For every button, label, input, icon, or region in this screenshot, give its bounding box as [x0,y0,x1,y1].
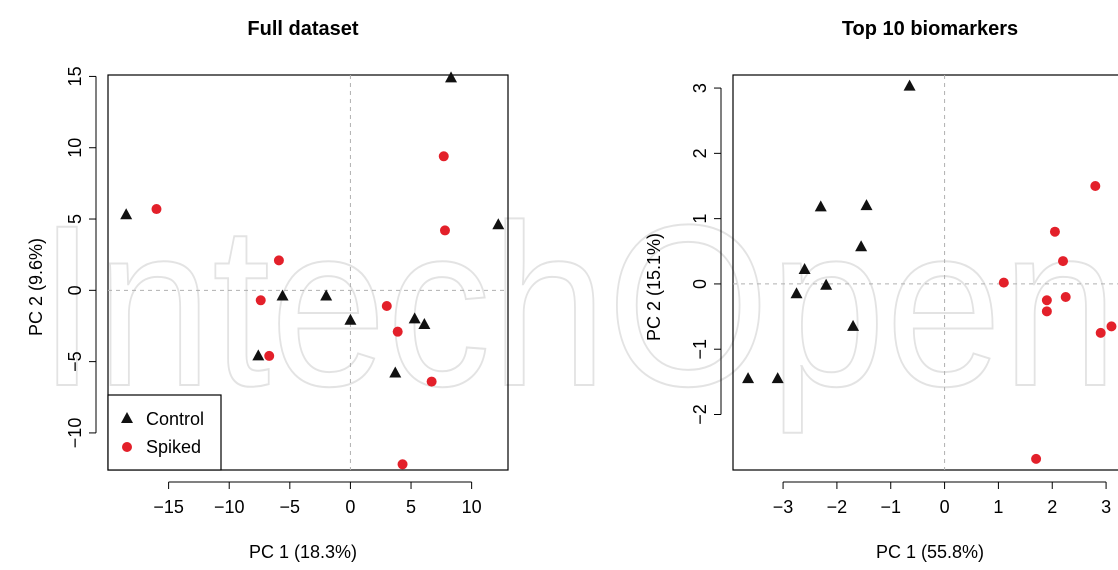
y-tick-label: −2 [690,404,710,425]
x-tick-label: −15 [153,497,184,517]
control-point [903,79,916,91]
spiked-point [426,376,437,387]
control-point [344,313,357,325]
spiked-point [998,277,1009,288]
x-axis-label-top-10-biomarkers: PC 1 (55.8%) [876,542,984,562]
y-tick-label: 15 [65,66,85,86]
spiked-point [1031,453,1042,464]
control-point [771,372,784,384]
legend-circle-icon [122,442,132,452]
x-tick-label: 3 [1101,497,1111,517]
y-tick-label: 1 [690,214,710,224]
y-tick-label: −1 [690,339,710,360]
control-point [790,287,803,299]
spiked-point [397,459,408,470]
plot-frame-full-dataset [107,74,509,471]
x-tick-label: 2 [1047,497,1057,517]
chart-title-full-dataset: Full dataset [247,18,358,40]
chart-title-top-10-biomarkers: Top 10 biomarkers [842,18,1018,40]
spiked-point [1041,295,1052,306]
spiked-point [1090,180,1101,191]
x-tick-label: −3 [773,497,794,517]
panel-top-10-biomarkers: Top 10 biomarkers PC 1 (55.8%) PC 2 (15.… [644,18,1118,562]
control-point [847,319,860,331]
control-point [820,278,833,290]
x-tick-label: −1 [880,497,901,517]
plot-frame-top-10-biomarkers [732,74,1118,471]
control-point [320,289,333,301]
spiked-point [1060,291,1071,302]
legend-label-control: Control [146,409,204,429]
control-point [120,208,133,220]
spiked-point [438,151,449,162]
spiked-point [392,326,403,337]
x-tick-label: −2 [827,497,848,517]
control-point [418,318,431,330]
spiked-point [1106,321,1117,332]
spiked-point [1049,226,1060,237]
y-axis-label-full-dataset: PC 2 (9.6%) [26,238,46,336]
x-tick-label: −5 [280,497,301,517]
y-tick-label: −5 [65,351,85,372]
x-tick-label: 10 [462,497,482,517]
control-point [860,199,873,211]
watermark-logo: IntechOpen [38,177,1118,434]
control-point [855,240,868,252]
x-axis-label-full-dataset: PC 1 (18.3%) [249,542,357,562]
x-tick-label: 0 [345,497,355,517]
x-tick-label: −10 [214,497,245,517]
spiked-point [1095,327,1106,338]
y-tick-label: 3 [690,83,710,93]
legend: Control Spiked [107,394,222,471]
legend-triangle-icon [121,412,133,423]
control-point [389,366,402,378]
y-tick-label: 2 [690,148,710,158]
spiked-point [1058,256,1069,267]
y-tick-label: 5 [65,214,85,224]
control-point [276,289,289,301]
spiked-point [1041,306,1052,317]
x-tick-label: 5 [406,497,416,517]
spiked-point [381,301,392,312]
spiked-point [255,295,266,306]
y-tick-label: 0 [65,285,85,295]
panel-full-dataset: Full dataset PC 1 (18.3%) PC 2 (9.6%) −1… [26,18,509,562]
control-point [814,200,827,212]
legend-label-spiked: Spiked [146,437,201,457]
y-axis-label-top-10-biomarkers: PC 2 (15.1%) [644,233,664,341]
x-tick-label: 0 [940,497,950,517]
spiked-point [273,255,284,266]
spiked-point [439,225,450,236]
y-tick-label: 0 [690,279,710,289]
control-point [492,218,505,230]
control-point [798,263,811,275]
control-point [408,312,421,324]
y-tick-label: −10 [65,418,85,449]
spiked-point [151,204,162,215]
spiked-point [264,350,275,361]
control-point [742,372,755,384]
control-point [445,71,458,83]
control-point [252,349,265,361]
y-tick-label: 10 [65,138,85,158]
x-tick-label: 1 [993,497,1003,517]
legend-box [107,394,222,471]
